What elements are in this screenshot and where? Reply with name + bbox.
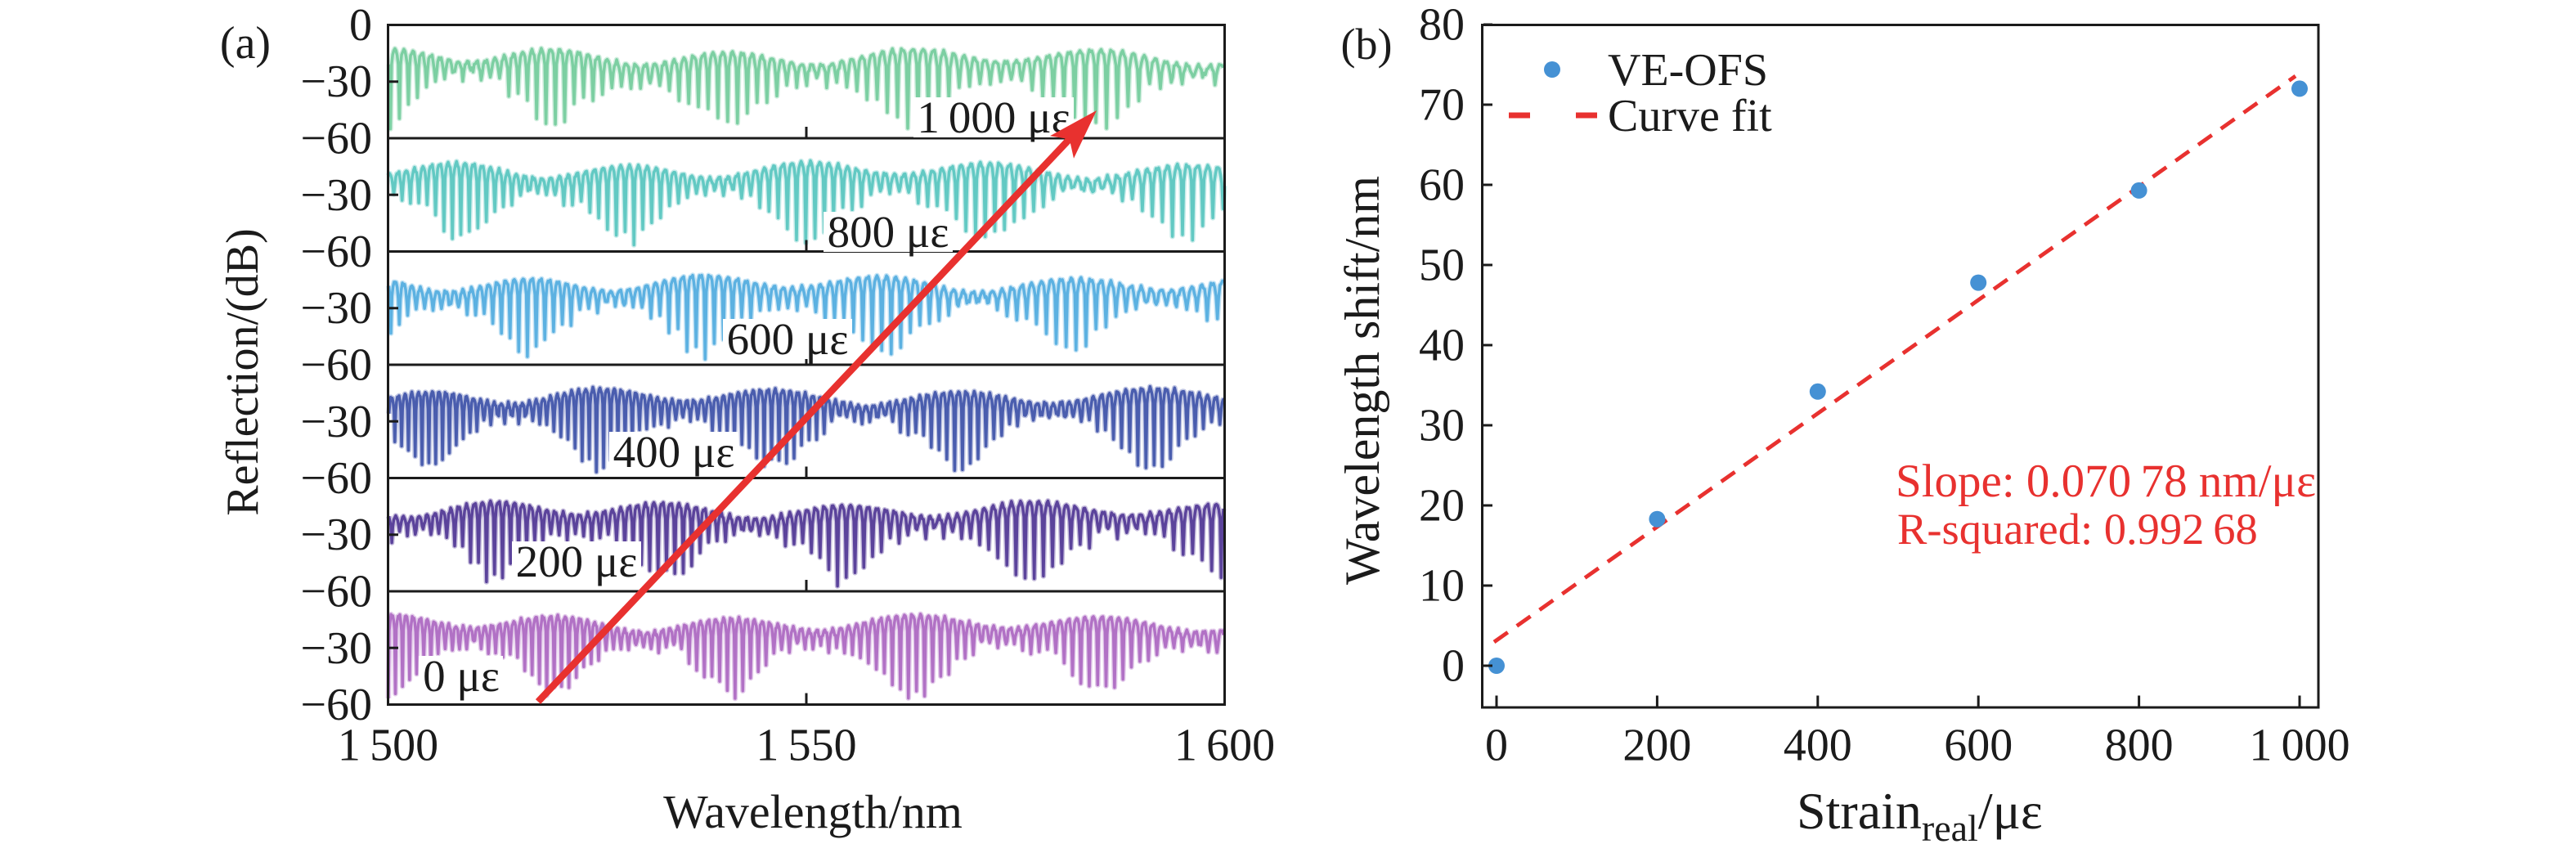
svg-text:Wavelength shift/nm: Wavelength shift/nm [1335, 176, 1389, 585]
svg-text:−60: −60 [300, 680, 372, 730]
svg-text:30: 30 [1419, 401, 1465, 451]
svg-text:0: 0 [349, 0, 372, 51]
svg-text:Wavelength/nm: Wavelength/nm [663, 785, 963, 838]
svg-text:−30: −30 [300, 623, 372, 674]
svg-text:1 000: 1 000 [2249, 721, 2349, 771]
svg-text:10: 10 [1419, 561, 1465, 612]
svg-text:−60: −60 [300, 453, 372, 504]
svg-text:Strainreal/με: Strainreal/με [1797, 782, 2043, 849]
svg-text:VE-OFS: VE-OFS [1608, 45, 1768, 96]
svg-text:1 000 με: 1 000 με [917, 92, 1070, 142]
svg-text:0 με: 0 με [423, 651, 500, 701]
svg-text:0: 0 [1485, 721, 1508, 771]
svg-text:80: 80 [1419, 0, 1465, 51]
svg-text:400 με: 400 με [613, 427, 735, 477]
svg-text:−60: −60 [300, 227, 372, 277]
svg-text:R-squared: 0.992 68: R-squared: 0.992 68 [1897, 504, 2258, 554]
svg-text:−30: −30 [300, 283, 372, 334]
svg-text:60: 60 [1419, 160, 1465, 211]
svg-text:0: 0 [1442, 641, 1465, 692]
svg-text:200 με: 200 με [516, 536, 638, 586]
svg-text:50: 50 [1419, 240, 1465, 291]
svg-text:800: 800 [2105, 721, 2174, 771]
svg-text:400: 400 [1784, 721, 1852, 771]
svg-text:1 550: 1 550 [756, 721, 856, 771]
svg-text:Curve fit: Curve fit [1608, 91, 1772, 141]
svg-text:200: 200 [1622, 721, 1691, 771]
svg-text:−30: −30 [300, 397, 372, 447]
svg-text:−60: −60 [300, 567, 372, 617]
svg-text:(a): (a) [220, 18, 271, 69]
svg-text:1 600: 1 600 [1174, 721, 1275, 771]
svg-text:600: 600 [1944, 721, 2013, 771]
svg-text:40: 40 [1419, 321, 1465, 371]
svg-text:600 με: 600 με [727, 314, 849, 364]
svg-text:−30: −30 [300, 510, 372, 560]
svg-text:1 500: 1 500 [338, 721, 438, 771]
svg-text:Slope: 0.070 78 nm/με: Slope: 0.070 78 nm/με [1896, 456, 2316, 507]
svg-text:−30: −30 [300, 56, 372, 107]
svg-text:−30: −30 [300, 170, 372, 221]
svg-text:(b): (b) [1341, 20, 1393, 69]
svg-text:−60: −60 [300, 114, 372, 164]
svg-text:−60: −60 [300, 340, 372, 391]
svg-text:Reflection/(dB): Reflection/(dB) [218, 228, 268, 515]
svg-text:20: 20 [1419, 481, 1465, 532]
svg-text:70: 70 [1419, 80, 1465, 131]
svg-text:800 με: 800 με [828, 207, 949, 257]
